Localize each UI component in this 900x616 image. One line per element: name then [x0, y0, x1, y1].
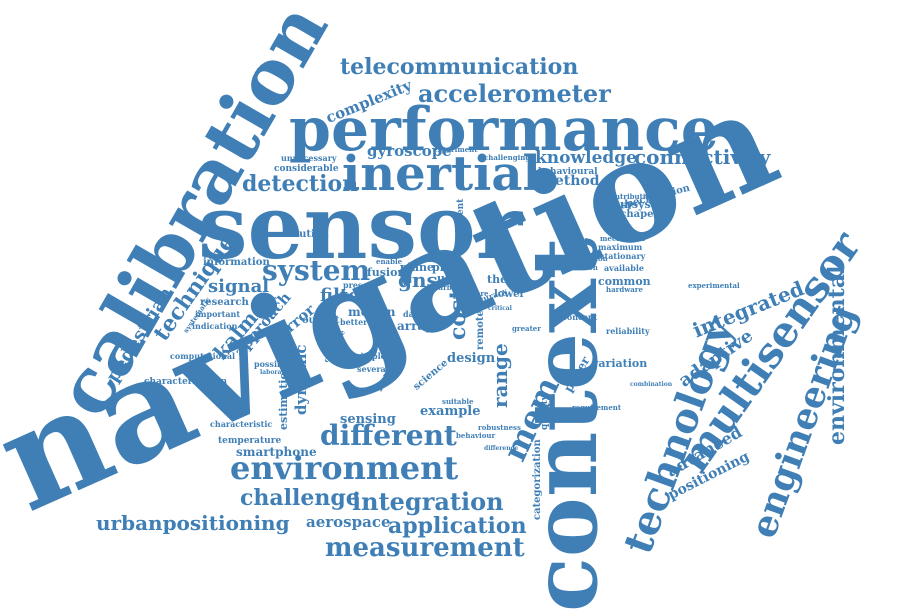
word-concept: concept: [562, 312, 598, 322]
word-reliability: reliability: [606, 326, 650, 336]
word-solution: solution: [283, 229, 329, 240]
word-present: present: [343, 280, 378, 290]
word-sensing: sensing: [340, 412, 396, 427]
word-performance: performance: [289, 95, 719, 165]
word-environment: environment: [230, 449, 459, 487]
word-urban: urban: [438, 283, 462, 292]
word-robustness: robustness: [478, 423, 521, 432]
word-better: better: [340, 317, 368, 327]
word-critical: critical: [488, 305, 512, 312]
word-suitable: suitable: [442, 397, 474, 406]
word-example: example: [420, 404, 481, 419]
word-categorization: categorization: [532, 439, 543, 520]
word-characterization: characterization: [144, 377, 228, 387]
word-dependent: dependent: [456, 198, 466, 252]
word-gyroscope: gyroscope: [367, 142, 452, 160]
word-detection: detection: [242, 171, 359, 197]
word-research: research: [200, 297, 249, 308]
word-data: data: [403, 309, 423, 319]
word-challenging: challenging: [484, 153, 531, 162]
word-vehicle: vehicle: [432, 251, 460, 260]
word-gns: gns: [398, 268, 438, 292]
word-possible: possible: [254, 359, 291, 369]
word-laboratory: laboratory: [260, 369, 295, 376]
word-unnecessary: unnecessary: [281, 153, 337, 163]
word-available: available: [604, 263, 644, 273]
word-maximum: maximum: [598, 242, 643, 252]
word-information: information: [203, 257, 270, 268]
word-indication: indication: [192, 321, 238, 331]
word-filter: filter: [320, 285, 370, 306]
word-difference: difference: [484, 445, 519, 452]
word-output: output: [302, 315, 340, 326]
word-application: application: [388, 513, 527, 539]
word-motion: motion: [348, 305, 396, 319]
word-challenge: challenge: [240, 485, 360, 511]
word-system: system: [262, 254, 371, 287]
word-combination: combination: [630, 381, 673, 388]
word-thesis: thesis: [487, 273, 524, 286]
word-stationary: stationary: [600, 251, 646, 261]
word-sensor: sensor: [198, 175, 523, 279]
word-accelerometer: accelerometer: [418, 79, 611, 108]
word-fusion: fusion: [367, 266, 406, 279]
word-quality: quality: [540, 395, 550, 430]
word-requirement: requirement: [572, 403, 622, 412]
word-smartphone: smartphone: [236, 445, 317, 459]
word-temperature: temperature: [218, 436, 282, 446]
word-plane: plane: [400, 261, 434, 274]
word-mechanical: mechanical: [600, 234, 645, 243]
word-computational: computational: [170, 351, 236, 361]
word-telecommunication: telecommunication: [340, 54, 579, 80]
word-characteristic: characteristic: [210, 419, 273, 429]
word-feature: feature: [460, 289, 489, 298]
word-subsystem: subsystem: [610, 198, 675, 211]
word-greater: greater: [512, 324, 541, 333]
word-lachapelle: lachapelle: [610, 209, 668, 220]
word-hardware: hardware: [606, 285, 643, 294]
word-urbanpositioning: urbanpositioning: [96, 511, 290, 535]
word-common: common: [598, 275, 651, 288]
word-dynamic: dynamic: [292, 344, 310, 415]
word-behavioural: behavioural: [538, 167, 598, 177]
word-measurement: measurement: [325, 533, 525, 563]
word-simple: simple: [356, 351, 386, 361]
word-connectivity: connectivity: [634, 145, 771, 169]
word-remote: remote: [475, 310, 486, 350]
word-inertial: inertial: [342, 146, 541, 202]
word-method: method: [540, 173, 600, 189]
word-several: several: [357, 364, 389, 374]
word-user: user: [437, 272, 464, 285]
word-enable: enable: [376, 257, 403, 266]
word-important: important: [195, 309, 241, 319]
word-generation: generation: [565, 254, 608, 263]
word-integration: integration: [352, 487, 504, 516]
word-variation: variation: [592, 357, 648, 370]
word-contribution: contribution: [606, 192, 656, 201]
word-lower: lower: [494, 289, 525, 300]
word-environmental: environmental: [824, 265, 850, 445]
word-behaviour: behaviour: [456, 431, 496, 440]
word-design: design: [447, 351, 496, 366]
word-different: different: [320, 419, 457, 452]
word-aerospace: aerospace: [306, 513, 391, 531]
word-array: array: [397, 319, 433, 333]
word-knowledge: knowledge: [535, 148, 637, 168]
word-signal: signal: [208, 276, 270, 297]
word-experimental: experimental: [688, 281, 740, 290]
word-considerable: considerable: [274, 164, 339, 174]
word-proc: proc: [432, 261, 460, 274]
word-location: location: [566, 263, 598, 272]
word-experiment: experiment: [433, 145, 478, 154]
